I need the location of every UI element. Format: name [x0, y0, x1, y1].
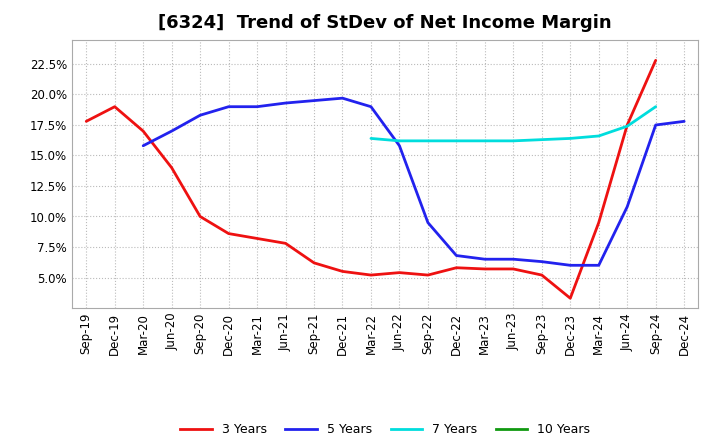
3 Years [310, 260, 318, 265]
7 Years [423, 138, 432, 143]
3 Years [282, 241, 290, 246]
3 Years [167, 165, 176, 170]
3 Years [82, 119, 91, 124]
7 Years [366, 136, 375, 141]
7 Years [595, 133, 603, 139]
3 Years [395, 270, 404, 275]
3 Years [225, 231, 233, 236]
7 Years [652, 104, 660, 109]
5 Years [395, 143, 404, 148]
3 Years [338, 269, 347, 274]
5 Years [225, 104, 233, 109]
3 Years [537, 272, 546, 278]
5 Years [366, 104, 375, 109]
Legend: 3 Years, 5 Years, 7 Years, 10 Years: 3 Years, 5 Years, 7 Years, 10 Years [176, 418, 595, 440]
7 Years [395, 138, 404, 143]
7 Years [537, 137, 546, 142]
3 Years [110, 104, 119, 109]
3 Years [452, 265, 461, 270]
3 Years [623, 122, 631, 128]
Line: 3 Years: 3 Years [86, 60, 656, 298]
3 Years [480, 266, 489, 271]
5 Years [595, 263, 603, 268]
7 Years [566, 136, 575, 141]
5 Years [338, 95, 347, 101]
3 Years [139, 128, 148, 134]
5 Years [282, 100, 290, 106]
Title: [6324]  Trend of StDev of Net Income Margin: [6324] Trend of StDev of Net Income Marg… [158, 15, 612, 33]
7 Years [452, 138, 461, 143]
3 Years [423, 272, 432, 278]
3 Years [566, 296, 575, 301]
3 Years [509, 266, 518, 271]
5 Years [680, 119, 688, 124]
5 Years [452, 253, 461, 258]
5 Years [509, 257, 518, 262]
7 Years [509, 138, 518, 143]
3 Years [595, 220, 603, 225]
5 Years [310, 98, 318, 103]
5 Years [139, 143, 148, 148]
7 Years [623, 124, 631, 129]
5 Years [566, 263, 575, 268]
5 Years [537, 259, 546, 264]
3 Years [253, 236, 261, 241]
5 Years [623, 204, 631, 209]
5 Years [167, 128, 176, 134]
5 Years [652, 122, 660, 128]
3 Years [652, 58, 660, 63]
5 Years [423, 220, 432, 225]
3 Years [366, 272, 375, 278]
5 Years [253, 104, 261, 109]
3 Years [196, 214, 204, 219]
Line: 7 Years: 7 Years [371, 106, 656, 141]
5 Years [480, 257, 489, 262]
5 Years [196, 113, 204, 118]
Line: 5 Years: 5 Years [143, 98, 684, 265]
7 Years [480, 138, 489, 143]
